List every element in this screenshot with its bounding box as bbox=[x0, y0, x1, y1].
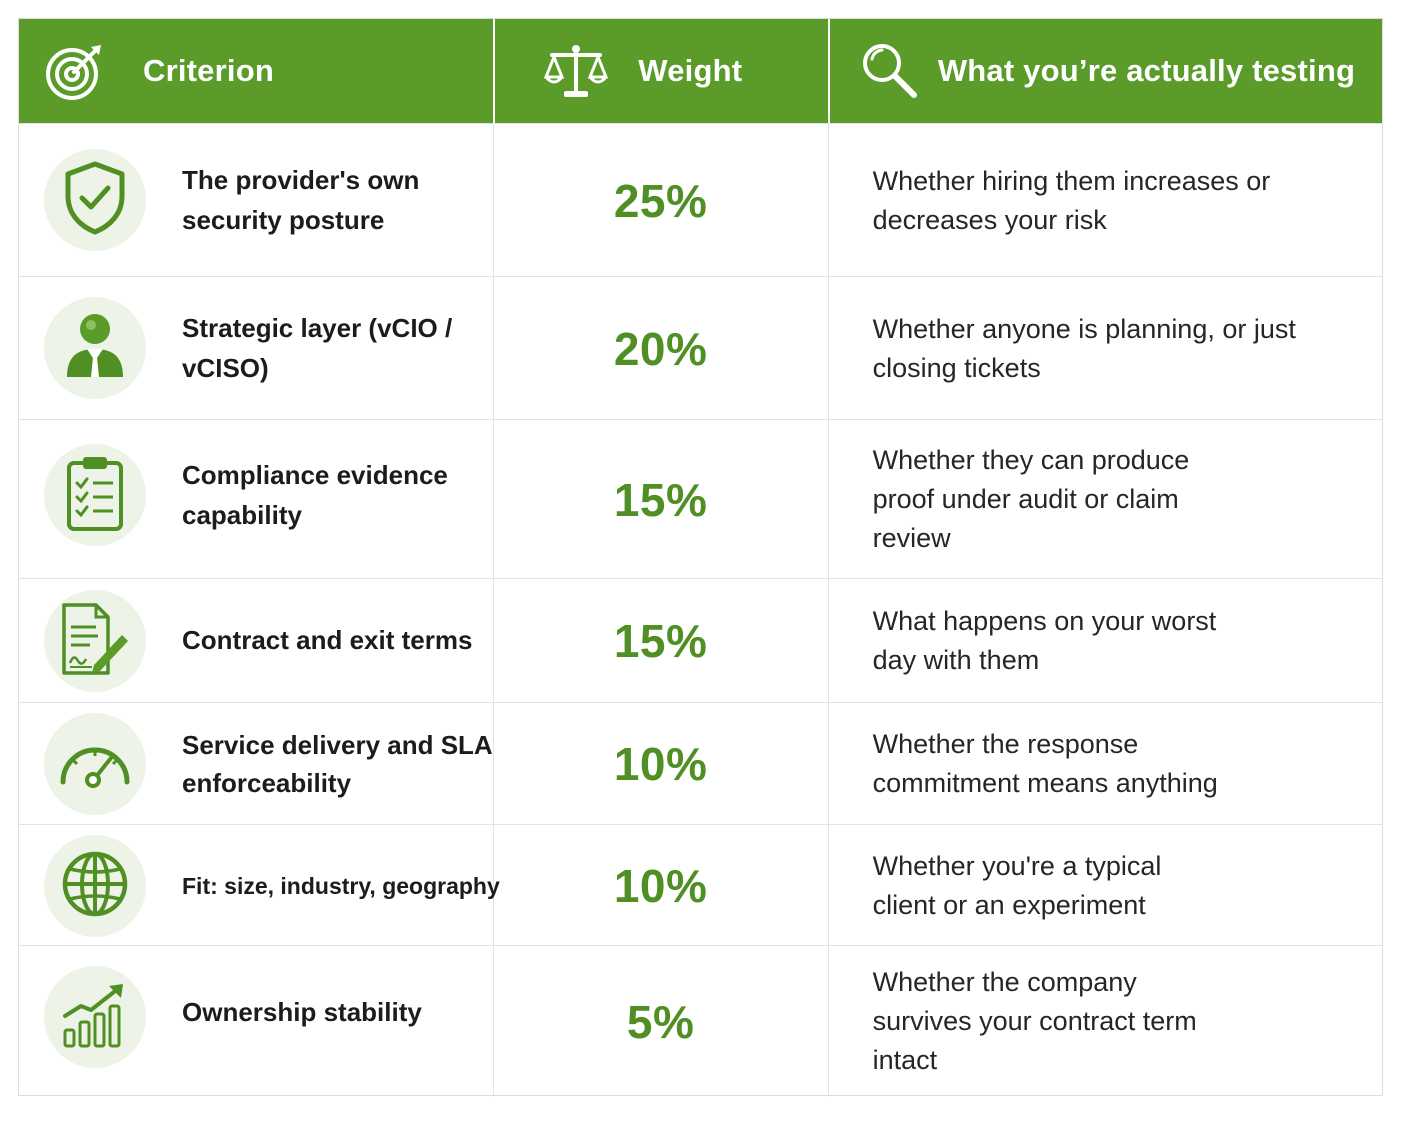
magnifier-icon bbox=[860, 41, 920, 106]
weight-value: 15% bbox=[613, 615, 708, 667]
weight-cell: 20% bbox=[492, 277, 828, 420]
testing-text: Whether they can produce proof under aud… bbox=[872, 445, 1190, 553]
criterion-label: Strategic layer (vCIO / vCISO) bbox=[182, 313, 453, 383]
table-row: Strategic layer (vCIO / vCISO) 20% Wheth… bbox=[19, 276, 1382, 420]
target-icon bbox=[45, 41, 105, 106]
testing-cell: Whether the response commitment means an… bbox=[827, 703, 1382, 825]
icon-badge bbox=[44, 149, 146, 251]
criterion-label: Compliance evidence capability bbox=[182, 460, 448, 530]
table-row: The provider's own security posture 25% … bbox=[19, 123, 1382, 277]
header-weight: Weight bbox=[493, 19, 828, 123]
table-row: Fit: size, industry, geography 10% Wheth… bbox=[19, 824, 1382, 946]
criterion-cell: Service delivery and SLA enforceability bbox=[19, 703, 493, 825]
criterion-label: Fit: size, industry, geography bbox=[182, 873, 500, 899]
criterion-label: Service delivery and SLA enforceability bbox=[182, 730, 492, 798]
contract-pen-icon bbox=[58, 601, 132, 682]
icon-badge bbox=[44, 835, 146, 937]
weight-value: 5% bbox=[626, 995, 695, 1048]
header-criterion-label: Criterion bbox=[143, 53, 274, 88]
header-testing-label: What you’re actually testing bbox=[937, 53, 1356, 88]
scale-icon bbox=[544, 41, 609, 106]
testing-text: Whether you're a typical client or an ex… bbox=[872, 850, 1162, 920]
criterion-cell: The provider's own security posture bbox=[19, 124, 493, 277]
clipboard-checklist-icon bbox=[65, 453, 125, 538]
table-row: Ownership stability 5% Whether the compa… bbox=[19, 945, 1382, 1097]
criterion-cell: Fit: size, industry, geography bbox=[19, 825, 500, 946]
weight-cell: 10% bbox=[492, 825, 828, 946]
criterion-cell: Contract and exit terms bbox=[19, 579, 493, 703]
person-icon bbox=[63, 311, 127, 386]
header-criterion: Criterion bbox=[19, 19, 493, 123]
table-header: Criterion Weight bbox=[19, 19, 1382, 123]
testing-text: Whether the company survives your contra… bbox=[872, 967, 1197, 1075]
testing-cell: Whether you're a typical client or an ex… bbox=[827, 825, 1382, 946]
icon-badge bbox=[44, 966, 146, 1068]
icon-badge bbox=[44, 713, 146, 815]
testing-text: Whether anyone is planning, or just clos… bbox=[872, 313, 1296, 383]
weight-value: 20% bbox=[613, 322, 708, 375]
weight-value: 10% bbox=[613, 859, 708, 912]
testing-cell: Whether hiring them increases or decreas… bbox=[827, 124, 1382, 277]
weight-cell: 5% bbox=[492, 946, 828, 1097]
table-row: Compliance evidence capability 15% Wheth… bbox=[19, 419, 1382, 579]
criterion-label: Contract and exit terms bbox=[182, 625, 473, 655]
criterion-cell: Compliance evidence capability bbox=[19, 420, 493, 579]
testing-text: Whether hiring them increases or decreas… bbox=[872, 165, 1271, 235]
weight-cell: 15% bbox=[492, 579, 828, 703]
criterion-cell: Strategic layer (vCIO / vCISO) bbox=[19, 277, 493, 420]
icon-badge bbox=[44, 444, 146, 546]
growth-chart-icon bbox=[61, 980, 129, 1055]
shield-check-icon bbox=[62, 160, 128, 241]
weight-value: 10% bbox=[613, 738, 708, 790]
testing-cell: Whether anyone is planning, or just clos… bbox=[827, 277, 1382, 420]
criterion-cell: Ownership stability bbox=[19, 946, 493, 1097]
speedometer-icon bbox=[57, 734, 133, 795]
weight-cell: 10% bbox=[492, 703, 828, 825]
weight-value: 25% bbox=[613, 174, 708, 227]
globe-icon bbox=[60, 849, 130, 924]
criteria-table: Criterion Weight bbox=[18, 18, 1383, 1097]
table-row: Contract and exit terms 15% What happens… bbox=[19, 578, 1382, 703]
header-testing: What you’re actually testing bbox=[827, 19, 1382, 123]
testing-cell: What happens on your worst day with them bbox=[827, 579, 1382, 703]
testing-text: What happens on your worst day with them bbox=[872, 606, 1217, 675]
icon-badge bbox=[44, 590, 146, 692]
weight-cell: 25% bbox=[492, 124, 828, 277]
criterion-label: The provider's own security posture bbox=[182, 165, 420, 235]
criterion-label: Ownership stability bbox=[182, 997, 422, 1027]
icon-badge bbox=[44, 297, 146, 399]
header-weight-label: Weight bbox=[638, 53, 743, 88]
weight-cell: 15% bbox=[492, 420, 828, 579]
testing-cell: Whether they can produce proof under aud… bbox=[827, 420, 1382, 579]
weight-value: 15% bbox=[613, 473, 708, 526]
table-row: Service delivery and SLA enforceability … bbox=[19, 702, 1382, 825]
testing-text: Whether the response commitment means an… bbox=[872, 729, 1218, 798]
testing-cell: Whether the company survives your contra… bbox=[827, 946, 1382, 1097]
